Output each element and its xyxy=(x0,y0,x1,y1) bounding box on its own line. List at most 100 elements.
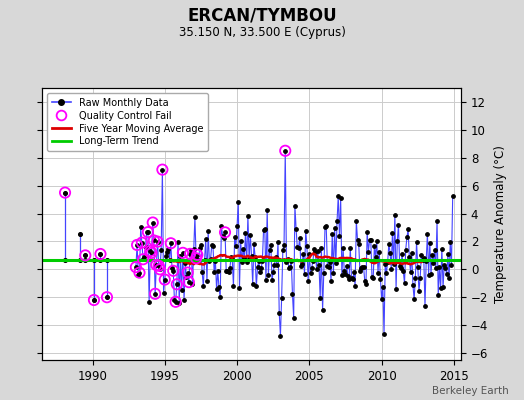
Point xyxy=(166,257,174,264)
Point xyxy=(96,257,105,264)
Point xyxy=(432,264,440,271)
Point xyxy=(145,298,154,305)
Point xyxy=(163,249,171,255)
Point xyxy=(277,294,286,301)
Point xyxy=(305,251,313,257)
Point xyxy=(271,253,280,260)
Point xyxy=(176,253,184,260)
Point xyxy=(228,256,236,263)
Point xyxy=(251,254,259,260)
Point xyxy=(298,260,307,267)
Point xyxy=(385,241,393,247)
Point xyxy=(221,229,229,236)
Point xyxy=(275,310,283,316)
Point xyxy=(216,294,224,301)
Point xyxy=(134,272,143,278)
Point xyxy=(382,270,390,276)
Point xyxy=(205,257,214,264)
Point xyxy=(413,264,422,270)
Point xyxy=(211,257,220,264)
Point xyxy=(325,258,334,265)
Point xyxy=(445,275,453,281)
Point xyxy=(304,278,312,284)
Point xyxy=(150,237,158,244)
Point xyxy=(236,238,245,244)
Point xyxy=(403,234,411,241)
Point xyxy=(135,270,144,276)
Point xyxy=(391,211,399,218)
Point xyxy=(151,290,159,297)
Point xyxy=(158,166,167,173)
Point xyxy=(160,276,169,283)
Point xyxy=(449,193,457,199)
Point xyxy=(234,199,243,205)
Point xyxy=(61,190,69,196)
Point xyxy=(374,270,382,276)
Text: Berkeley Earth: Berkeley Earth xyxy=(432,386,508,396)
Point xyxy=(276,332,285,339)
Point xyxy=(357,265,365,272)
Point xyxy=(368,274,376,280)
Point xyxy=(199,283,208,289)
Point xyxy=(155,263,163,269)
Point xyxy=(269,268,277,275)
Point xyxy=(193,252,202,258)
Point xyxy=(209,243,217,249)
Point xyxy=(356,268,364,274)
Point xyxy=(132,264,140,270)
Point xyxy=(212,286,221,293)
Point xyxy=(196,242,205,249)
Point xyxy=(188,281,196,288)
Point xyxy=(202,236,210,242)
Point xyxy=(222,268,231,275)
Point xyxy=(341,271,350,277)
Point xyxy=(392,286,400,292)
Point xyxy=(96,251,105,257)
Point xyxy=(184,279,193,285)
Point xyxy=(263,206,271,213)
Point xyxy=(424,272,433,278)
Point xyxy=(141,244,150,250)
Point xyxy=(281,148,289,154)
Point xyxy=(210,269,219,276)
Point xyxy=(81,257,90,264)
Point xyxy=(152,262,160,268)
Point xyxy=(146,248,155,254)
Point xyxy=(61,190,69,196)
Point xyxy=(182,274,191,281)
Point xyxy=(174,239,182,246)
Point xyxy=(347,275,356,281)
Point xyxy=(351,283,359,289)
Point xyxy=(388,229,397,236)
Point xyxy=(422,258,430,264)
Point xyxy=(81,252,90,258)
Point xyxy=(215,284,223,291)
Point xyxy=(242,230,250,236)
Point xyxy=(285,265,293,271)
Point xyxy=(268,277,276,283)
Point xyxy=(428,252,436,259)
Point xyxy=(146,248,155,254)
Point xyxy=(417,252,425,258)
Point xyxy=(171,298,180,305)
Point xyxy=(219,233,227,239)
Point xyxy=(393,238,401,244)
Point xyxy=(172,281,181,288)
Legend: Raw Monthly Data, Quality Control Fail, Five Year Moving Average, Long-Term Tren: Raw Monthly Data, Quality Control Fail, … xyxy=(47,93,208,151)
Point xyxy=(394,222,402,228)
Point xyxy=(179,250,187,256)
Point xyxy=(200,256,209,263)
Point xyxy=(171,298,180,305)
Point xyxy=(429,260,438,266)
Point xyxy=(345,276,353,282)
Point xyxy=(447,262,456,268)
Point xyxy=(281,148,289,154)
Point xyxy=(140,254,148,260)
Point xyxy=(311,249,320,256)
Point xyxy=(348,276,357,282)
Point xyxy=(170,297,179,303)
Point xyxy=(334,193,343,199)
Point xyxy=(436,285,445,291)
Point xyxy=(247,253,256,260)
Point xyxy=(386,249,394,256)
